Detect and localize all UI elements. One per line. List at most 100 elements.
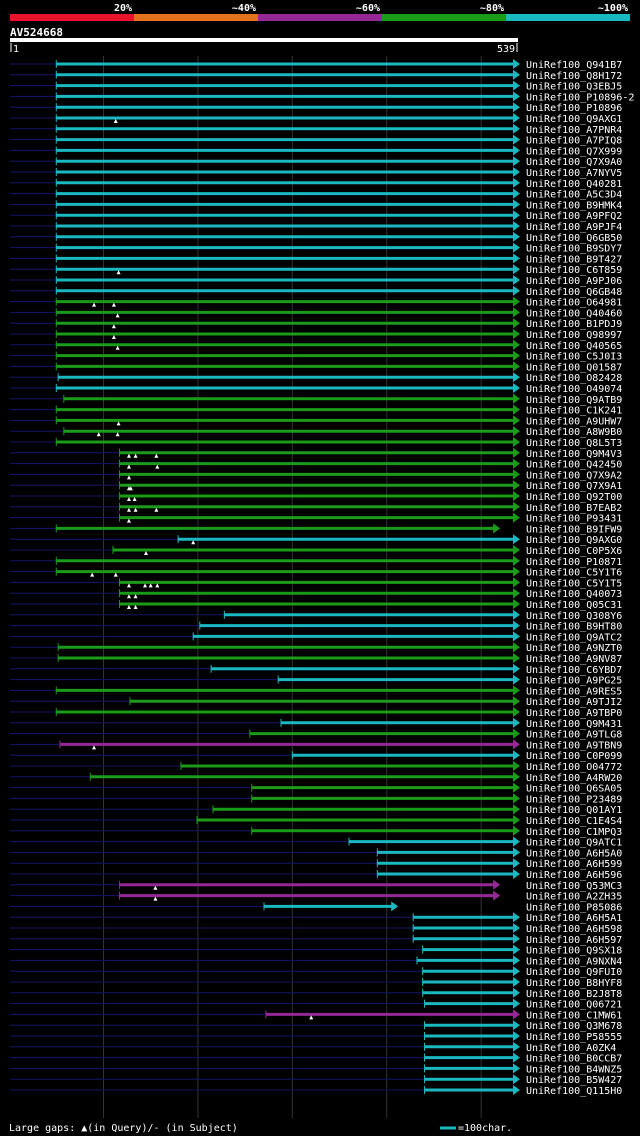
hit-label[interactable]: UniRef100_Q8L5T3 bbox=[526, 438, 622, 449]
hit-label[interactable]: UniRef100_A6H5A0 bbox=[526, 848, 622, 859]
hit-label[interactable]: UniRef100_C5Y1T5 bbox=[526, 578, 622, 589]
hit-label[interactable]: UniRef100_B8HYF8 bbox=[526, 978, 622, 989]
hit-label[interactable]: UniRef100_A2ZH35 bbox=[526, 892, 622, 903]
hit-label[interactable]: UniRef100_Q40281 bbox=[526, 179, 622, 190]
hit-label[interactable]: UniRef100_Q42450 bbox=[526, 460, 622, 471]
hit-label[interactable]: UniRef100_B9T427 bbox=[526, 254, 622, 265]
query-gap-marker bbox=[154, 507, 159, 512]
hit-row: UniRef100_Q9M4V3 bbox=[10, 447, 622, 460]
hit-label[interactable]: UniRef100_Q7X9A1 bbox=[526, 481, 622, 492]
hit-label[interactable]: UniRef100_A6H596 bbox=[526, 870, 622, 881]
hit-label[interactable]: UniRef100_B4WNZ5 bbox=[526, 1064, 622, 1075]
hit-label[interactable]: UniRef100_C0P5X6 bbox=[526, 546, 622, 557]
hit-label[interactable]: UniRef100_Q308Y6 bbox=[526, 611, 622, 622]
hit-label[interactable]: UniRef100_A9NXN4 bbox=[526, 956, 622, 967]
hit-label[interactable]: UniRef100_A4RW20 bbox=[526, 773, 622, 784]
hit-label[interactable]: UniRef100_A9NZT0 bbox=[526, 643, 622, 654]
hit-label[interactable]: UniRef100_P23489 bbox=[526, 794, 622, 805]
hit-label[interactable]: UniRef100_C6YBD7 bbox=[526, 665, 622, 676]
hit-label[interactable]: UniRef100_Q53MC3 bbox=[526, 881, 622, 892]
hit-label[interactable]: UniRef100_Q7X999 bbox=[526, 146, 622, 157]
hit-label[interactable]: UniRef100_Q9FUI0 bbox=[526, 967, 622, 978]
hit-label[interactable]: UniRef100_B5W427 bbox=[526, 1075, 622, 1086]
hit-label[interactable]: UniRef100_Q9AXG0 bbox=[526, 535, 622, 546]
hit-label[interactable]: UniRef100_C1MW61 bbox=[526, 1010, 622, 1021]
hit-label[interactable]: UniRef100_P10871 bbox=[526, 557, 622, 568]
hit-label[interactable]: UniRef100_A9PFQ2 bbox=[526, 211, 622, 222]
hit-label[interactable]: UniRef100_B9HT80 bbox=[526, 622, 622, 633]
hit-label[interactable]: UniRef100_Q9ATC2 bbox=[526, 632, 622, 643]
hit-label[interactable]: UniRef100_C1MPQ3 bbox=[526, 827, 622, 838]
hit-label[interactable]: UniRef100_P10896 bbox=[526, 103, 622, 114]
hit-label[interactable]: UniRef100_A8W9B0 bbox=[526, 427, 622, 438]
hit-label[interactable]: UniRef100_A6H599 bbox=[526, 859, 622, 870]
hit-label[interactable]: UniRef100_B9HMK4 bbox=[526, 200, 622, 211]
hit-label[interactable]: UniRef100_A7PIQ8 bbox=[526, 136, 622, 147]
hit-label[interactable]: UniRef100_Q6GB48 bbox=[526, 287, 622, 298]
hit-label[interactable]: UniRef100_A6H5A1 bbox=[526, 913, 622, 924]
hit-label[interactable]: UniRef100_C1K241 bbox=[526, 406, 622, 417]
hit-label[interactable]: UniRef100_Q9ATC1 bbox=[526, 838, 622, 849]
hit-label[interactable]: UniRef100_A9NV87 bbox=[526, 654, 622, 665]
hit-label[interactable]: UniRef100_Q6GB50 bbox=[526, 233, 622, 244]
hit-label[interactable]: UniRef100_P93431 bbox=[526, 514, 622, 525]
hit-label[interactable]: UniRef100_A6H597 bbox=[526, 935, 622, 946]
hit-label[interactable]: UniRef100_A9UHW7 bbox=[526, 416, 622, 427]
hit-label[interactable]: UniRef100_A9TBN9 bbox=[526, 740, 622, 751]
hit-label[interactable]: UniRef100_Q9AXG1 bbox=[526, 114, 622, 125]
hit-label[interactable]: UniRef100_O49074 bbox=[526, 384, 622, 395]
hit-label[interactable]: UniRef100_Q40565 bbox=[526, 341, 622, 352]
hit-label[interactable]: UniRef100_A0ZK4 bbox=[526, 1043, 616, 1054]
hit-label[interactable]: UniRef100_Q05C31 bbox=[526, 600, 622, 611]
hit-label[interactable]: UniRef100_A9RES5 bbox=[526, 686, 622, 697]
hit-label[interactable]: UniRef100_Q01AY1 bbox=[526, 805, 622, 816]
hit-label[interactable]: UniRef100_A9TLG8 bbox=[526, 730, 622, 741]
hit-label[interactable]: UniRef100_B9IFW9 bbox=[526, 524, 622, 535]
hit-label[interactable]: UniRef100_Q98997 bbox=[526, 330, 622, 341]
hit-label[interactable]: UniRef100_Q9ATB9 bbox=[526, 395, 622, 406]
hit-label[interactable]: UniRef100_C6T859 bbox=[526, 265, 622, 276]
hit-label[interactable]: UniRef100_Q3M678 bbox=[526, 1021, 622, 1032]
hit-label[interactable]: UniRef100_A6H598 bbox=[526, 924, 622, 935]
hit-label[interactable]: UniRef100_Q40073 bbox=[526, 589, 622, 600]
hit-label[interactable]: UniRef100_A9TJI2 bbox=[526, 697, 622, 708]
hit-label[interactable]: UniRef100_Q7X9A2 bbox=[526, 470, 622, 481]
hit-label[interactable]: UniRef100_Q6SA05 bbox=[526, 784, 622, 795]
hit-label[interactable]: UniRef100_Q3EBJ5 bbox=[526, 82, 622, 93]
hit-label[interactable]: UniRef100_B7EAB2 bbox=[526, 503, 622, 514]
hit-label[interactable]: UniRef100_A7NYV5 bbox=[526, 168, 622, 179]
hit-label[interactable]: UniRef100_C1E4S4 bbox=[526, 816, 622, 827]
hit-label[interactable]: UniRef100_Q92T00 bbox=[526, 492, 622, 503]
hit-label[interactable]: UniRef100_O04772 bbox=[526, 762, 622, 773]
hit-label[interactable]: UniRef100_C0P099 bbox=[526, 751, 622, 762]
hit-label[interactable]: UniRef100_B0CCB7 bbox=[526, 1054, 622, 1065]
hit-label[interactable]: UniRef100_Q06721 bbox=[526, 1000, 622, 1011]
hit-label[interactable]: UniRef100_A7PNR4 bbox=[526, 125, 622, 136]
hit-label[interactable]: UniRef100_A5C3D4 bbox=[526, 190, 622, 201]
hit-label[interactable]: UniRef100_Q9M4V3 bbox=[526, 449, 622, 460]
hit-label[interactable]: UniRef100_B9SDY7 bbox=[526, 244, 622, 255]
hit-label[interactable]: UniRef100_B1PDJ9 bbox=[526, 319, 622, 330]
hit-label[interactable]: UniRef100_A9PG25 bbox=[526, 676, 622, 687]
hit-label[interactable]: UniRef100_Q40460 bbox=[526, 308, 622, 319]
hit-label[interactable]: UniRef100_Q941B7 bbox=[526, 60, 622, 71]
hit-label[interactable]: UniRef100_A9PJF4 bbox=[526, 222, 622, 233]
hit-label[interactable]: UniRef100_O82428 bbox=[526, 373, 622, 384]
hit-label[interactable]: UniRef100_B2J8T8 bbox=[526, 989, 622, 1000]
hit-label[interactable]: UniRef100_P58555 bbox=[526, 1032, 622, 1043]
hit-label[interactable]: UniRef100_Q01587 bbox=[526, 362, 622, 373]
hit-label[interactable]: UniRef100_P10896-2 bbox=[526, 92, 634, 103]
hit-label[interactable]: UniRef100_O64981 bbox=[526, 298, 622, 309]
hit-label[interactable]: UniRef100_Q9M431 bbox=[526, 719, 622, 730]
hit-label[interactable]: UniRef100_Q8H172 bbox=[526, 71, 622, 82]
hit-row: UniRef100_A9TBN9 bbox=[10, 739, 622, 751]
hit-label[interactable]: UniRef100_Q115H0 bbox=[526, 1086, 622, 1097]
hit-label[interactable]: UniRef100_C5J0I3 bbox=[526, 352, 622, 363]
hit-end-arrow bbox=[513, 696, 520, 707]
hit-label[interactable]: UniRef100_Q9SX18 bbox=[526, 946, 622, 957]
hit-label[interactable]: UniRef100_Q7X9A0 bbox=[526, 157, 622, 168]
hit-label[interactable]: UniRef100_A9TBP0 bbox=[526, 708, 622, 719]
hit-label[interactable]: UniRef100_C5Y1T6 bbox=[526, 568, 622, 579]
hit-label[interactable]: UniRef100_P85086 bbox=[526, 902, 622, 913]
hit-label[interactable]: UniRef100_A9PJ06 bbox=[526, 276, 622, 287]
